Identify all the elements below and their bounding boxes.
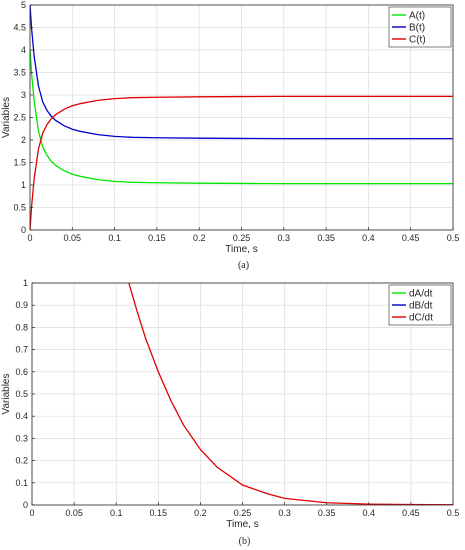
y-tick-label: 0.5 [15,389,28,399]
x-tick-label: 0.5 [447,508,460,518]
y-tick-label: 4.5 [13,23,26,33]
x-tick-label: 0.1 [110,508,123,518]
y-tick-label: 0.2 [15,456,28,466]
x-tick-label: 0.3 [278,508,291,518]
y-tick-label: 0.6 [15,367,28,377]
y-tick-label: 1.5 [13,158,26,168]
x-tick-label: 0.25 [234,508,252,518]
legend-label: dA/dt [409,289,433,300]
x-axis-label: Time, s [226,519,258,530]
y-tick-label: 0.8 [15,322,28,332]
x-tick-label: 0.05 [65,508,83,518]
x-tick-label: 0.4 [363,508,376,518]
chart-panel-b: 0 0.05 0.1 0.15 0.2 0.25 0.3 0.35 0.4 0.45 0.5 0 0.1… [1,278,459,547]
series-line-bt [30,5,453,140]
x-tick-label: 0.15 [148,233,166,243]
panel-caption: (a) [238,260,249,271]
y-tick-label: 4 [21,45,26,55]
x-tick-label: 0.3 [278,233,291,243]
y-axis-label: Variables [1,97,12,138]
y-tick-label: 0 [21,225,26,235]
x-tick-label: 0 [27,233,32,243]
series-line-dcdt [128,283,453,505]
series-line-ct [30,95,453,230]
x-axis-label: Time, s [225,244,257,255]
y-tick-label: 0.7 [15,345,28,355]
y-tick-label: 2 [21,135,26,145]
y-tick-label: 3.5 [13,68,26,78]
panel-caption: (b) [239,536,251,547]
y-tick-label: 0.5 [13,203,26,213]
x-tick-label: 0.35 [317,233,335,243]
y-tick-label: 1 [21,180,26,190]
y-tick-label: 5 [21,0,26,10]
x-tick-label: 0.2 [193,233,206,243]
y-tick-label: 0.4 [15,411,28,421]
x-tick-label: 0.4 [362,233,375,243]
y-tick-label: 0.1 [15,478,28,488]
x-tick-label: 0.2 [194,508,207,518]
x-tick-label: 0.1 [108,233,121,243]
y-tick-label: 3 [21,90,26,100]
x-tick-label: 0 [29,508,34,518]
legend-label: C(t) [409,35,426,46]
y-tick-label: 0.9 [15,300,28,310]
legend: A(t)B(t)C(t) [388,6,452,48]
y-tick-label: 1 [23,278,28,288]
y-tick-label: 0.3 [15,433,28,443]
legend-label: B(t) [409,23,425,34]
legend-label: dB/dt [409,301,433,312]
x-tick-label: 0.5 [447,233,460,243]
x-tick-label: 0.05 [64,233,82,243]
x-tick-label: 0.35 [318,508,336,518]
x-tick-label: 0.15 [150,508,168,518]
y-tick-label: 0 [23,500,28,510]
x-tick-label: 0.45 [402,233,420,243]
x-tick-label: 0.25 [233,233,251,243]
y-axis-label: Variables [1,374,12,415]
chart-panel-a: 0 0.05 0.1 0.15 0.2 0.25 0.3 0.35 0.4 0.45 0.5 0 0.5… [1,0,459,271]
legend-label: dC/dt [409,313,433,324]
y-tick-label: 2.5 [13,113,26,123]
x-tick-label: 0.45 [402,508,420,518]
legend-label: A(t) [409,11,425,22]
